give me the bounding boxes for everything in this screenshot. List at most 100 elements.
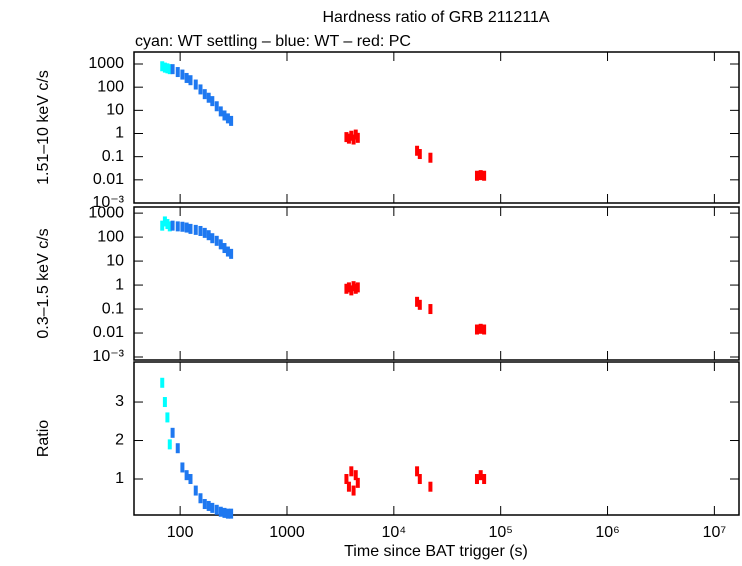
- data-point: [353, 283, 358, 294]
- data-point: [180, 221, 185, 232]
- y-tick-label: 3: [115, 393, 124, 410]
- y-tick-label: 10: [106, 252, 124, 269]
- plot-frame: [133, 51, 740, 204]
- data-point: [184, 222, 189, 233]
- data-point: [415, 145, 420, 156]
- data-point: [193, 485, 198, 496]
- data-point: [351, 485, 356, 496]
- data-point: [349, 285, 354, 296]
- data-point: [349, 466, 354, 477]
- data-point: [478, 470, 483, 481]
- data-point: [222, 507, 227, 518]
- data-point: [202, 499, 207, 510]
- data-point: [344, 474, 349, 485]
- data-point: [188, 474, 193, 485]
- data-point: [351, 281, 356, 292]
- data-point: [175, 443, 180, 454]
- data-point: [474, 170, 479, 181]
- data-point: [229, 248, 234, 259]
- data-point: [184, 470, 189, 481]
- data-point: [184, 72, 189, 83]
- x-tick-label: 10⁴: [381, 524, 406, 541]
- data-point: [170, 64, 175, 75]
- data-point: [222, 243, 227, 254]
- data-point: [353, 470, 358, 481]
- y-tick-label: 1: [115, 276, 124, 293]
- data-point: [160, 61, 165, 72]
- y-tick-label: 10⁻³: [92, 348, 124, 365]
- data-point: [229, 115, 234, 126]
- data-point: [478, 323, 483, 334]
- y-tick-label: 2: [115, 432, 124, 449]
- data-point: [180, 462, 185, 473]
- data-point: [167, 221, 172, 232]
- data-point: [214, 504, 219, 515]
- data-point: [428, 152, 433, 163]
- data-point: [214, 235, 219, 246]
- data-point: [170, 220, 175, 231]
- data-point: [344, 132, 349, 143]
- data-point: [478, 170, 483, 181]
- data-point: [162, 216, 167, 227]
- data-point: [222, 110, 227, 121]
- y-tick-label: 0.01: [93, 171, 124, 188]
- data-point: [188, 223, 193, 234]
- data-point: [474, 324, 479, 335]
- y-tick-label: 1: [115, 125, 124, 142]
- data-point: [353, 129, 358, 140]
- data-point: [218, 106, 223, 117]
- data-point: [225, 508, 230, 519]
- data-point: [346, 282, 351, 293]
- data-point: [218, 506, 223, 517]
- data-point: [210, 502, 215, 513]
- data-point: [482, 170, 487, 181]
- y-tick-label: 0.1: [102, 148, 124, 165]
- y-axis-label: 0.3–1.5 keV c/s: [35, 228, 52, 338]
- data-point: [214, 101, 219, 112]
- data-point: [417, 299, 422, 310]
- data-point: [198, 225, 203, 236]
- y-tick-label: 0.01: [93, 324, 124, 341]
- data-point: [167, 64, 172, 75]
- data-point: [206, 500, 211, 511]
- y-axis-label: Ratio: [35, 420, 52, 457]
- data-point: [202, 227, 207, 238]
- plot-frame: [133, 361, 740, 516]
- data-point: [344, 283, 349, 294]
- y-tick-label: 100: [97, 228, 124, 245]
- data-point: [165, 412, 170, 423]
- x-axis-label: Time since BAT trigger (s): [344, 543, 528, 560]
- data-point: [193, 224, 198, 235]
- data-point: [162, 397, 167, 408]
- data-point: [218, 239, 223, 250]
- y-tick-label: 1000: [88, 204, 124, 221]
- data-point: [349, 130, 354, 141]
- y-tick-label: 1000: [88, 55, 124, 72]
- data-point: [225, 113, 230, 124]
- data-point: [474, 474, 479, 485]
- data-point: [175, 67, 180, 78]
- data-point: [180, 69, 185, 80]
- data-point: [188, 75, 193, 86]
- data-point: [167, 439, 172, 450]
- data-point: [229, 508, 234, 519]
- plot-frame: [133, 206, 740, 361]
- data-point: [428, 481, 433, 492]
- data-point: [346, 133, 351, 144]
- data-point: [206, 92, 211, 103]
- chart-subtitle: cyan: WT settling – blue: WT – red: PC: [135, 33, 411, 50]
- data-point: [428, 304, 433, 315]
- data-point: [355, 282, 360, 293]
- x-tick-label: 10⁵: [488, 524, 512, 541]
- data-point: [170, 427, 175, 438]
- data-point: [346, 481, 351, 492]
- data-point: [210, 96, 215, 107]
- data-point: [165, 63, 170, 74]
- data-point: [482, 324, 487, 335]
- data-point: [225, 246, 230, 257]
- y-tick-label: 10: [106, 102, 124, 119]
- data-point: [160, 377, 165, 388]
- data-point: [417, 474, 422, 485]
- y-axis-label: 1.51–10 keV c/s: [35, 70, 52, 185]
